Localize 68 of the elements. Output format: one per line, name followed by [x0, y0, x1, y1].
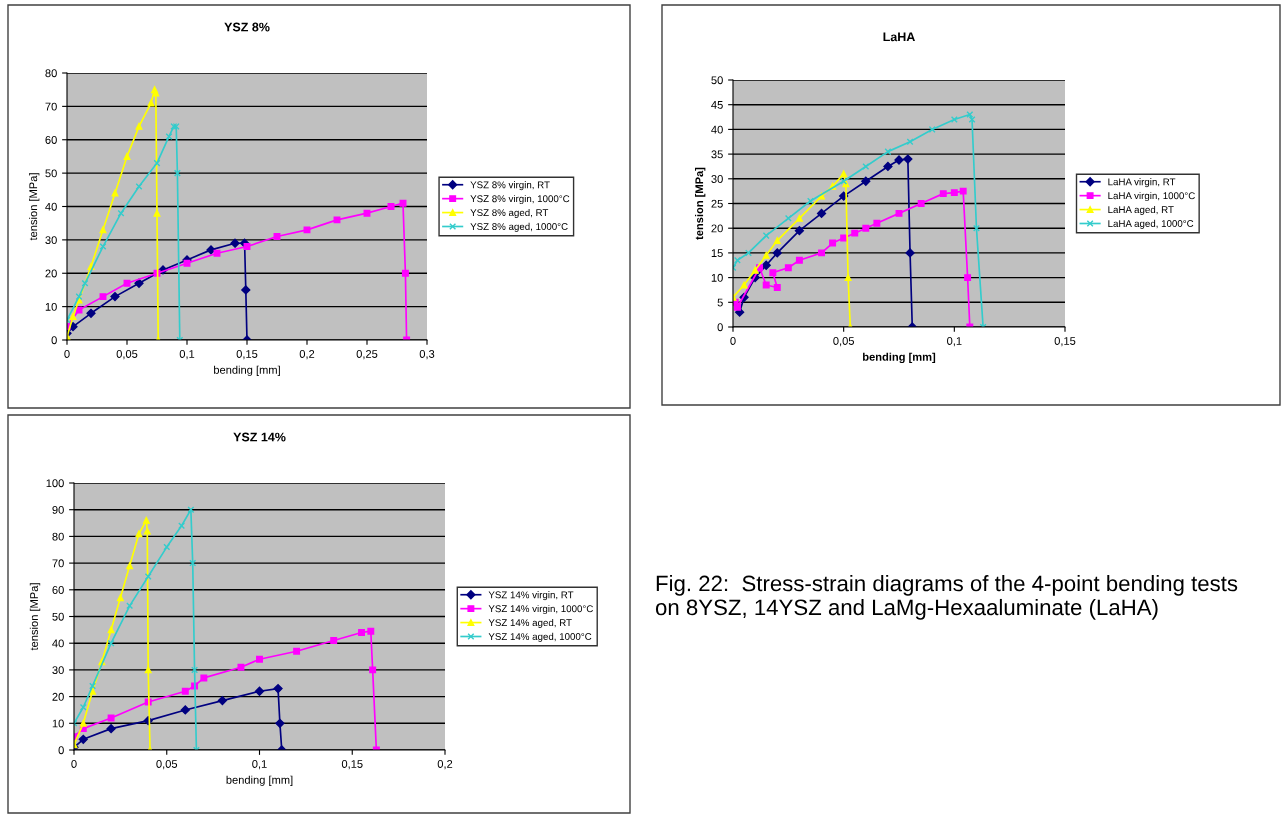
y-tick-label: 60: [52, 586, 64, 594]
y-tick-label: 50: [52, 612, 64, 621]
y-tick-label: 45: [711, 101, 723, 109]
legend-label: YSZ 14% aged, RT: [488, 618, 572, 628]
y-tick-label: 25: [711, 199, 723, 208]
x-tick-label: 0,1: [252, 760, 267, 770]
x-tick-label: 0: [64, 350, 70, 358]
x-tick-label: 0,2: [437, 760, 453, 770]
x-tick-label: 0,15: [1054, 337, 1076, 347]
x-tick-label: 0,1: [179, 350, 195, 360]
x-tick-label: 0: [730, 337, 736, 345]
chart-title: YSZ 14%: [233, 432, 286, 442]
y-tick-label: 10: [52, 719, 64, 728]
y-tick-label: 80: [45, 69, 57, 78]
legend-label: YSZ 14% aged, 1000°C: [488, 632, 592, 642]
y-tick-label: 30: [711, 175, 723, 183]
legend-label: YSZ 14% virgin, 1000°C: [488, 605, 593, 615]
y-tick-label: 40: [45, 202, 57, 211]
chart-title: YSZ 8%: [224, 22, 270, 32]
legend-label: YSZ 8% aged, 1000°C: [470, 222, 568, 232]
y-tick-label: 30: [45, 236, 57, 245]
y-axis-title: tension [MPa]: [29, 583, 41, 651]
x-tick-label: 0,15: [341, 760, 363, 770]
x-axis-title: bending [mm]: [214, 365, 280, 376]
y-tick-label: 70: [45, 102, 57, 111]
legend-label: YSZ 14% virgin, RT: [488, 591, 574, 601]
y-tick-label: 40: [52, 639, 64, 648]
y-tick-label: 35: [711, 150, 723, 159]
y-tick-label: 80: [52, 532, 64, 541]
x-axis-title: bending [mm]: [226, 775, 293, 786]
x-tick-label: 0,15: [236, 350, 258, 360]
x-tick-label: 0: [71, 760, 77, 768]
y-tick-label: 60: [45, 136, 57, 144]
legend-label: YSZ 8% aged, RT: [470, 208, 549, 218]
y-tick-label: 40: [711, 125, 723, 134]
y-tick-label: 50: [45, 169, 57, 178]
y-axis-title: tension [MPa]: [695, 167, 706, 240]
x-axis-title: bending [mm]: [863, 352, 936, 364]
y-tick-label: 30: [52, 666, 64, 675]
legend-label: LaHA aged, RT: [1108, 205, 1174, 215]
legend-label: YSZ 8% virgin, RT: [470, 181, 550, 191]
y-tick-label: 100: [46, 479, 64, 488]
legend-label: YSZ 8% virgin, 1000°C: [470, 195, 570, 205]
y-tick-label: 70: [52, 559, 64, 568]
x-tick-label: 0,2: [299, 350, 315, 360]
y-axis-title: tension [MPa]: [29, 173, 40, 241]
legend-label: LaHA virgin, 1000°C: [1108, 192, 1195, 202]
x-tick-label: 0,05: [116, 350, 138, 360]
x-tick-label: 0,25: [356, 350, 378, 360]
y-tick-label: 10: [45, 302, 57, 311]
y-tick-label: 5: [717, 298, 723, 307]
y-tick-label: 90: [52, 505, 64, 514]
caption: Fig. 22: Stress-strain diagrams of the 4-point bending tests on 8YSZ, 14YSZ and LaMg-Hexaaluminate (LaHA): [655, 575, 1238, 620]
x-tick-label: 0,05: [156, 760, 178, 770]
chart-title: LaHA: [883, 32, 915, 42]
y-tick-label: 20: [711, 224, 723, 233]
y-tick-label: 0: [58, 746, 64, 755]
y-tick-label: 20: [52, 692, 64, 701]
legend-label: LaHA virgin, RT: [1108, 178, 1176, 188]
x-tick-label: 0,1: [947, 337, 962, 347]
y-tick-label: 50: [711, 76, 723, 85]
x-tick-label: 0,3: [419, 350, 435, 360]
y-tick-label: 15: [711, 249, 723, 258]
y-tick-label: 10: [711, 273, 723, 282]
x-tick-label: 0,05: [833, 337, 855, 347]
y-tick-label: 0: [717, 323, 723, 332]
legend-label: LaHA aged, 1000°C: [1108, 219, 1194, 229]
y-tick-label: 20: [45, 269, 57, 278]
